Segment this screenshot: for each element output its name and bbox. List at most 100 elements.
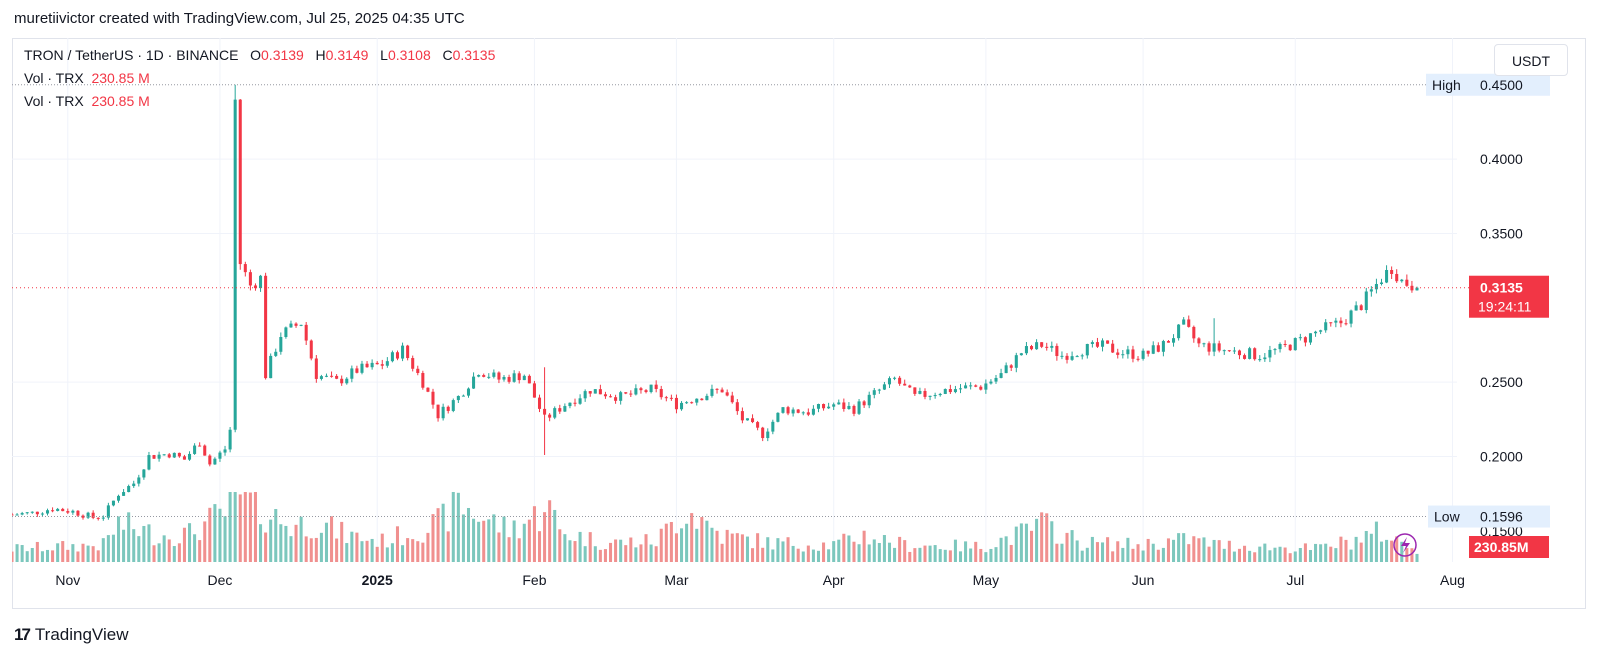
legend-volume-2-label[interactable]: Vol · TRX (24, 93, 84, 109)
candle-body (370, 362, 374, 368)
candle-body (624, 392, 628, 394)
candle-body (923, 390, 927, 397)
volume-bar (1116, 541, 1120, 562)
volume-bar (953, 539, 957, 562)
candle-body (1024, 346, 1028, 354)
volume-bar (91, 546, 95, 562)
candle-body (319, 376, 323, 379)
volume-bar (745, 536, 749, 562)
volume-bar (299, 516, 303, 562)
candle-body (66, 511, 70, 513)
candle-body (238, 99, 242, 265)
candle-body (1288, 344, 1292, 351)
legend-volume-label[interactable]: Vol · TRX (24, 70, 84, 86)
volume-bar (720, 543, 724, 562)
volume-bar (1212, 539, 1216, 562)
candle-body (1354, 305, 1358, 311)
volume-bar (984, 552, 988, 562)
volume-bar (218, 508, 222, 562)
volume-bar (1080, 550, 1084, 562)
candle-body (822, 404, 826, 409)
candle-body (674, 397, 678, 410)
volume-bar (816, 550, 821, 562)
candle-body (279, 337, 283, 352)
volume-bar (360, 541, 364, 562)
candle-body (335, 375, 339, 379)
candle-body (482, 375, 486, 377)
volume-bar (1166, 538, 1170, 562)
x-tick-label: May (973, 572, 999, 588)
candle-body (781, 407, 785, 413)
volume-bar (472, 518, 476, 562)
volume-bar (811, 549, 815, 562)
candle-body (593, 389, 597, 394)
candle-body (1151, 345, 1155, 354)
volume-badge (1469, 536, 1549, 558)
volume-bar (1288, 553, 1292, 562)
x-tick-label: Dec (208, 572, 233, 588)
candle-body (1268, 349, 1272, 358)
volume-bar (908, 551, 912, 562)
candle-body (390, 352, 394, 362)
candle-body (507, 376, 511, 382)
volume-bar (1390, 540, 1394, 562)
volume-bar (1192, 536, 1196, 562)
candle-body (25, 512, 29, 514)
volume-bar (558, 529, 562, 562)
volume-bar (786, 537, 790, 562)
volume-bar (1263, 543, 1267, 562)
candle-body (497, 372, 501, 380)
candle-body (1070, 356, 1074, 360)
volume-bar (598, 549, 602, 562)
volume-bar (1151, 543, 1155, 562)
volume-bar (872, 539, 876, 562)
candle-body (680, 402, 684, 410)
volume-bar (1177, 533, 1181, 562)
volume-bar (1009, 544, 1013, 562)
candle-body (1405, 279, 1409, 286)
candle-body (898, 377, 902, 384)
candle-body (1019, 353, 1023, 356)
candle-body (801, 412, 805, 414)
volume-bar (751, 548, 755, 562)
volume-bar (365, 540, 369, 562)
volume-bar (690, 513, 694, 562)
candle-body (1045, 346, 1049, 348)
legend-symbol[interactable]: TRON / TetherUS · 1D · BINANCE (24, 47, 239, 63)
candle-body (1050, 345, 1054, 348)
candle-body (253, 285, 257, 289)
candle-body (1359, 305, 1363, 311)
volume-bar (1344, 539, 1348, 562)
volume-bar (172, 546, 176, 562)
low-badge-label-bg (1428, 505, 1470, 528)
candle-body (61, 508, 65, 512)
candle-body (1364, 291, 1368, 311)
volume-bar (1319, 544, 1323, 562)
volume-bar (771, 549, 775, 562)
candle-body (1197, 338, 1201, 344)
candle-body (953, 389, 957, 393)
volume-bar (644, 534, 648, 562)
volume-bar (127, 512, 131, 562)
candle-body (578, 398, 582, 404)
volume-bar (76, 551, 80, 562)
volume-bar (304, 536, 308, 562)
volume-bar (918, 547, 922, 562)
candle-body (882, 384, 886, 390)
candle-body (86, 512, 90, 518)
lightning-icon[interactable] (1393, 533, 1417, 557)
x-tick-label: Aug (1440, 572, 1465, 588)
tradingview-logo[interactable]: 17 TradingView (14, 625, 128, 645)
candle-body (1344, 323, 1348, 325)
candle-body (700, 398, 704, 401)
candle-body (365, 363, 369, 368)
currency-button[interactable]: USDT (1494, 44, 1568, 76)
volume-bar (223, 516, 227, 562)
candle-body (289, 323, 293, 328)
volume-bar (1258, 546, 1262, 562)
volume-bar (350, 531, 354, 562)
candle-body (842, 402, 846, 410)
volume-bar (461, 514, 465, 562)
candle-body (1080, 355, 1084, 357)
